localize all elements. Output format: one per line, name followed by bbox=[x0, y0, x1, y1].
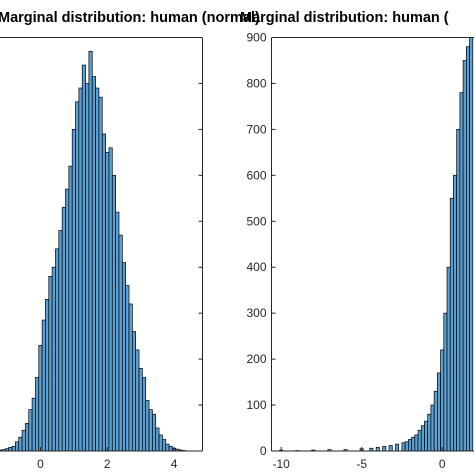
chart-left-bar bbox=[55, 248, 60, 452]
chart-left-title: Marginal distribution: human (normal) bbox=[0, 10, 260, 26]
chart-left-bar bbox=[75, 101, 80, 452]
chart-left-bar bbox=[38, 344, 43, 452]
chart-left-bar bbox=[81, 64, 86, 452]
chart-right-bars bbox=[279, 37, 474, 452]
chart-left-bar bbox=[142, 377, 147, 452]
chart-left-bar bbox=[121, 262, 126, 452]
chart-left-bar bbox=[71, 129, 76, 452]
chart-right-x-tick-label: 0 bbox=[439, 457, 446, 471]
chart-left-bar bbox=[158, 434, 163, 452]
chart-right-bar bbox=[449, 197, 454, 452]
chart-right-bar bbox=[411, 436, 416, 452]
chart-left-bar bbox=[25, 423, 30, 452]
chart-right-y-tick-label: 200 bbox=[246, 352, 266, 366]
chart-left-bar bbox=[148, 409, 153, 452]
chart-right-y-tick-label: 600 bbox=[246, 168, 266, 182]
chart-right-bar bbox=[433, 390, 438, 452]
chart-right-x-tick-label: -10 bbox=[272, 457, 290, 471]
chart-right-bar bbox=[446, 266, 451, 452]
chart-left-bar bbox=[98, 96, 103, 452]
chart-right-bar bbox=[437, 372, 441, 452]
chart-left-x-tick-label: 2 bbox=[104, 457, 111, 471]
chart-right-bar bbox=[427, 413, 432, 452]
chart-right-y-tick-label: 100 bbox=[246, 398, 266, 412]
chart-left-bar bbox=[91, 76, 96, 452]
chart-right-bar bbox=[459, 92, 464, 452]
chart-left-bar bbox=[51, 266, 56, 452]
chart-left-bar bbox=[15, 441, 20, 452]
chart-right-bar bbox=[382, 446, 387, 452]
chart-right-y-tick-label: 400 bbox=[246, 260, 266, 274]
chart-left-bar bbox=[61, 207, 66, 452]
chart-left-bar bbox=[105, 152, 110, 452]
chart-right-bar bbox=[395, 443, 400, 452]
chart-right-y-tick-label: 900 bbox=[246, 31, 266, 45]
chart-left-bar bbox=[88, 50, 93, 452]
chart-left-x-tick-label: 4 bbox=[171, 457, 178, 471]
chart-left-bar bbox=[78, 87, 83, 452]
chart-right-bar bbox=[456, 129, 461, 452]
chart-right-bar bbox=[375, 446, 380, 452]
chart-left-bar bbox=[145, 400, 150, 452]
chart-left-bar bbox=[118, 234, 123, 452]
chart-right-bar bbox=[408, 439, 412, 452]
chart-right-y-tick-label: 800 bbox=[246, 76, 266, 90]
chart-left-bars bbox=[0, 50, 187, 452]
chart-right-bar bbox=[417, 429, 422, 452]
chart-left-bar bbox=[155, 427, 160, 452]
chart-left-ticks: 0 2 4 bbox=[37, 82, 203, 471]
chart-left-bar bbox=[35, 377, 40, 452]
chart-right-ticks: -10 -5 0 0 100 200 300 400 500 600 700 800 900 bbox=[246, 31, 445, 472]
chart-left-bar bbox=[101, 133, 106, 452]
chart-right-y-tick-label: 300 bbox=[246, 306, 266, 320]
chart-right-bar bbox=[430, 404, 435, 452]
chart-left-bar bbox=[58, 230, 63, 452]
chart-right-bar bbox=[443, 312, 448, 452]
chart-right-bar bbox=[420, 425, 425, 452]
chart-right-bar bbox=[388, 445, 393, 452]
chart-left-bar bbox=[135, 349, 140, 452]
chart-left-bar bbox=[8, 446, 13, 452]
chart-right-bar bbox=[404, 441, 409, 452]
chart-left-bar bbox=[165, 443, 170, 452]
chart-left-bar bbox=[41, 319, 46, 452]
chart-left-bar bbox=[68, 165, 73, 452]
chart-left-bar bbox=[95, 87, 100, 452]
chart-right-bar bbox=[462, 60, 467, 452]
chart-left-bar bbox=[131, 331, 137, 452]
chart-left-bar bbox=[31, 397, 36, 452]
chart-left-bar bbox=[28, 409, 33, 452]
chart-left-bar bbox=[48, 276, 53, 452]
chart-left-bar bbox=[108, 147, 113, 452]
chart-left-bar bbox=[111, 174, 116, 452]
chart-right-y-tick-label: 500 bbox=[246, 214, 266, 228]
chart-left-bar bbox=[11, 446, 16, 452]
chart-right-y-tick-label: 0 bbox=[260, 444, 267, 458]
chart-right-title: Marginal distribution: human ( bbox=[240, 10, 449, 26]
chart-left-bar bbox=[45, 299, 50, 452]
chart-left-bar bbox=[125, 285, 130, 452]
chart-left-bar bbox=[115, 211, 120, 452]
chart-right-y-tick-label: 700 bbox=[246, 122, 266, 136]
chart-left-bar bbox=[152, 413, 157, 452]
chart-left-bar bbox=[162, 439, 167, 452]
chart-right-bar bbox=[465, 46, 470, 452]
chart-right-bar bbox=[469, 37, 474, 452]
chart-left-bar bbox=[128, 303, 133, 452]
chart-left-bar bbox=[168, 446, 173, 452]
chart-right-bar bbox=[424, 420, 429, 452]
chart-right-bar bbox=[440, 349, 445, 452]
chart-left-bar bbox=[85, 83, 90, 452]
chart-right-bar bbox=[414, 434, 419, 452]
chart-left-bar bbox=[65, 188, 70, 452]
chart-left-bar bbox=[138, 367, 143, 452]
chart-right-x-tick-label: -5 bbox=[356, 457, 367, 471]
chart-left-axes bbox=[0, 37, 203, 452]
chart-left-bar bbox=[18, 436, 23, 452]
chart-left-bar bbox=[21, 429, 26, 452]
chart-right-bar bbox=[453, 174, 458, 452]
chart-right-bar bbox=[401, 442, 406, 452]
chart-left-x-tick-label: 0 bbox=[37, 457, 44, 471]
